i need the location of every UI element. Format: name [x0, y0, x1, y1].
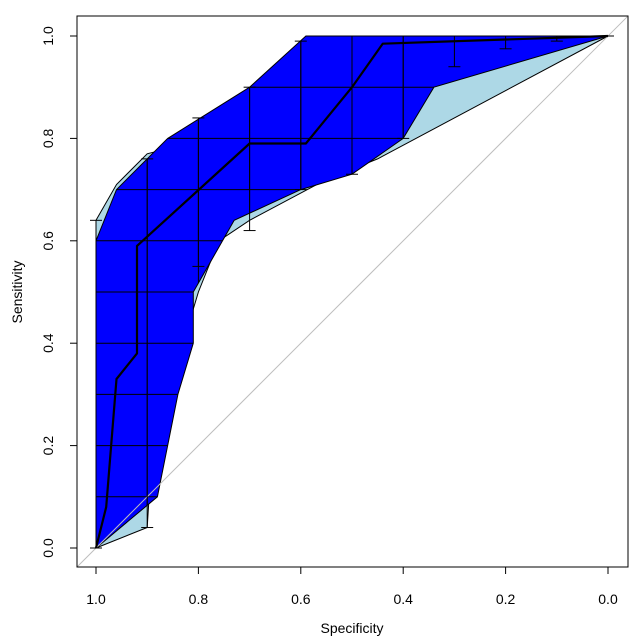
x-tick-label: 0.0 — [598, 591, 618, 607]
ci-bar — [550, 35, 563, 42]
x-tick-label: 0.2 — [496, 591, 516, 607]
ci-bar — [499, 35, 512, 50]
chance-diagonal — [77, 16, 628, 567]
y-tick-label: 0.4 — [40, 333, 56, 353]
ci-bar — [192, 117, 205, 267]
y-tick-label: 0.0 — [40, 538, 56, 558]
ci-bar — [397, 35, 410, 139]
y-tick-label: 0.6 — [40, 231, 56, 251]
x-tick-label: 0.4 — [393, 591, 413, 607]
ci-bar — [141, 158, 154, 529]
roc-curve-layer — [94, 34, 609, 549]
y-tick-label: 0.8 — [40, 128, 56, 148]
ci-bar — [243, 86, 256, 232]
y-tick-label: 0.2 — [40, 436, 56, 456]
y-axis: 0.0 0.2 0.4 0.6 0.8 1.0 — [40, 26, 78, 558]
roc-curve — [94, 34, 609, 549]
ci-bar — [90, 219, 102, 549]
y-tick-label: 1.0 — [40, 26, 56, 46]
x-axis: 1.0 0.8 0.6 0.4 0.2 0.0 — [86, 566, 618, 607]
x-axis-label: Specificity — [320, 620, 383, 636]
chance-line — [77, 16, 628, 567]
ci-bar — [346, 35, 358, 175]
ci-bar — [448, 35, 461, 68]
x-tick-label: 0.8 — [189, 591, 209, 607]
sensitivity-ci-bars — [90, 35, 614, 549]
ci-bar — [294, 40, 307, 191]
x-tick-label: 0.6 — [291, 591, 311, 607]
y-axis-label: Sensitivity — [9, 260, 25, 323]
x-tick-label: 1.0 — [86, 591, 106, 607]
